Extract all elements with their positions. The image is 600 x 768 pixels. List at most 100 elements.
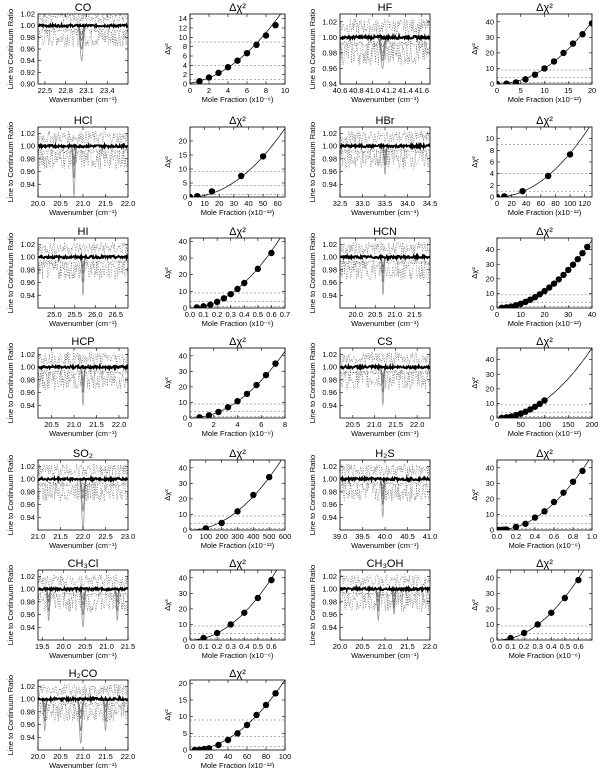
- y-tick-label: 0.96: [20, 45, 35, 54]
- data-point: [560, 271, 567, 279]
- y-tick-label: 6: [490, 158, 494, 167]
- y-tick-label: 15: [179, 696, 187, 705]
- y-tick-label: 0.90: [20, 80, 35, 89]
- y-tick-label: 1.00: [322, 585, 337, 594]
- x-axis-label: Wavenumber (cm⁻¹): [49, 95, 117, 104]
- x-tick-label: 22.5: [38, 86, 53, 95]
- data-point: [546, 284, 553, 291]
- y-tick-label: 1.02: [20, 682, 35, 691]
- data-point: [262, 32, 270, 39]
- x-tick-label: 22.0: [112, 420, 127, 429]
- data-point: [522, 298, 529, 306]
- y-tick-label: 30: [486, 370, 494, 379]
- y-tick-label: 0.96: [322, 500, 337, 509]
- y-axis-label: Δχ²: [163, 489, 172, 501]
- x-tick-label: 0.4: [239, 310, 249, 319]
- data-point: [536, 400, 543, 408]
- x-tick-label: 39.0: [333, 532, 348, 541]
- noise-band: [340, 480, 430, 488]
- x-tick-label: 0.8: [568, 532, 578, 541]
- x-tick-label: 400: [247, 532, 260, 541]
- y-axis-label: Line to Continuum Ratio: [6, 455, 15, 535]
- y-tick-label: 20: [179, 270, 187, 279]
- panel-title: Δχ²: [229, 115, 246, 127]
- x-axis-label: Mole Fraction (x10⁻¹²): [508, 319, 582, 328]
- x-tick-label: 22.8: [58, 86, 73, 95]
- y-tick-label: 0.96: [20, 388, 35, 397]
- data-point: [218, 519, 225, 527]
- data-point: [272, 690, 279, 697]
- x-tick-label: 20.5: [53, 199, 68, 208]
- x-tick-label: 0.2: [511, 532, 521, 541]
- data-point: [508, 413, 515, 418]
- plot-area: [190, 460, 285, 530]
- y-tick-label: 0.96: [20, 610, 35, 619]
- y-tick-label: 0.98: [322, 487, 337, 496]
- y-tick-label: 8: [490, 146, 494, 155]
- y-axis-label: Δχ²: [163, 377, 172, 389]
- panel-16: SO₂ 21.0 21.5 22.0 22.5 23.0 0.94 0.96 0.98 1.00 1…: [6, 448, 135, 550]
- panel-title: HF: [378, 2, 393, 14]
- x-tick-label: 34.5: [423, 199, 438, 208]
- data-point: [541, 508, 548, 515]
- x-axis-label: Mole Fraction (x10⁻⁶): [202, 95, 274, 104]
- data-point: [237, 172, 245, 180]
- noise-band: [38, 463, 128, 477]
- x-tick-label: 2: [207, 86, 211, 95]
- panel-17: Δχ² 0 100 200 300 400 500 600 0 10 20 30 40 Mole Frac…: [163, 448, 291, 550]
- data-point: [254, 265, 262, 273]
- x-tick-label: 40.0: [378, 532, 393, 541]
- y-tick-label: 20: [486, 494, 494, 503]
- model-line: [340, 588, 430, 604]
- x-axis-label: Mole Fraction (x10⁻⁶): [509, 541, 581, 550]
- panel-10: HCN 20.0 20.5 21.0 21.5 0.94 0.96 0.98 1.00 1.02 W…: [308, 226, 431, 328]
- y-tick-label: 0: [490, 636, 494, 645]
- noise-band: [340, 147, 430, 155]
- x-tick-label: 10: [517, 310, 525, 319]
- data-point: [196, 414, 203, 418]
- plot-area: [340, 463, 430, 518]
- y-tick-label: 1.00: [322, 475, 337, 484]
- fit-curve: [497, 127, 590, 197]
- y-tick-label: 0.98: [20, 33, 35, 42]
- x-tick-label: 40: [224, 752, 232, 761]
- data-point: [561, 594, 569, 602]
- observed-spectrum: [38, 21, 128, 30]
- noise-band: [38, 259, 128, 266]
- x-tick-label: 0.4: [239, 642, 249, 651]
- x-tick-label: 20.0: [31, 199, 46, 208]
- data-point: [541, 287, 548, 295]
- data-point: [569, 40, 577, 47]
- y-tick-label: 20: [486, 384, 494, 393]
- y-tick-label: 0: [183, 80, 187, 89]
- x-axis-label: Wavenumber (cm⁻¹): [49, 429, 117, 438]
- model-line: [340, 256, 430, 295]
- x-tick-label: 200: [215, 532, 228, 541]
- plot-frame: [189, 237, 286, 309]
- x-tick-label: 0.4: [546, 642, 556, 651]
- x-axis-label: Wavenumber (cm⁻¹): [351, 208, 419, 217]
- y-tick-label: 0.96: [322, 610, 337, 619]
- y-tick-label: 0.98: [20, 487, 35, 496]
- x-tick-label: 21.5: [89, 420, 104, 429]
- observed-spectrum: [38, 474, 128, 484]
- x-tick-label: 1.0: [587, 532, 597, 541]
- data-point: [497, 193, 501, 197]
- x-tick-label: 20: [205, 752, 213, 761]
- y-tick-label: 1.02: [322, 240, 337, 249]
- observed-spectrum: [38, 694, 128, 704]
- plot-area: [190, 351, 285, 418]
- y-tick-label: 0.96: [20, 278, 35, 287]
- x-tick-label: 60: [537, 199, 545, 208]
- model-line: [340, 478, 430, 505]
- y-tick-label: 1.02: [20, 462, 35, 471]
- y-axis-label: Line to Continuum Ratio: [308, 122, 317, 202]
- y-tick-label: 30: [486, 479, 494, 488]
- y-tick-label: 1.02: [20, 572, 35, 581]
- x-tick-label: 60: [243, 752, 251, 761]
- x-axis-label: Mole Fraction (x10⁻⁶): [202, 319, 274, 328]
- data-point: [205, 412, 213, 418]
- x-tick-label: 22.5: [98, 532, 113, 541]
- plot-area: [497, 460, 592, 530]
